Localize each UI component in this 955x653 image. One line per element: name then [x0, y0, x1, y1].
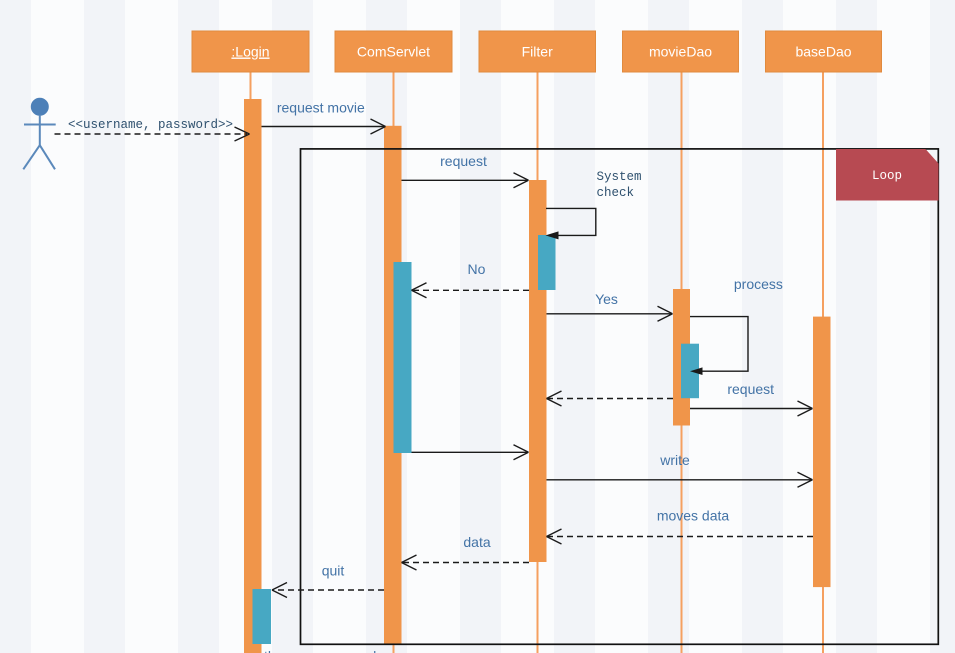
- svg-text:movieDao: movieDao: [649, 44, 712, 60]
- svg-text:baseDao: baseDao: [795, 44, 851, 60]
- svg-text:write: write: [659, 452, 690, 468]
- svg-text:System: System: [597, 170, 642, 184]
- svg-text:Filter: Filter: [522, 44, 553, 60]
- svg-text:moves data: moves data: [657, 507, 730, 523]
- svg-text::Login: :Login: [231, 44, 269, 60]
- svg-text:Yes: Yes: [595, 291, 618, 307]
- svg-text:data: data: [463, 534, 490, 550]
- svg-text:check: check: [597, 186, 635, 200]
- svg-text:ComServlet: ComServlet: [357, 44, 430, 60]
- svg-text:request: request: [440, 153, 487, 169]
- svg-text:request: request: [727, 381, 774, 397]
- svg-text:process: process: [734, 276, 783, 292]
- svg-text:quit: quit: [322, 562, 345, 578]
- svg-text:request movie: request movie: [277, 99, 365, 115]
- svg-text:Loop: Loop: [872, 169, 902, 183]
- svg-text:<<username, password>>: <<username, password>>: [68, 118, 233, 132]
- svg-text:th: th: [264, 648, 276, 653]
- svg-text:d: d: [369, 648, 377, 653]
- svg-text:No: No: [468, 261, 486, 277]
